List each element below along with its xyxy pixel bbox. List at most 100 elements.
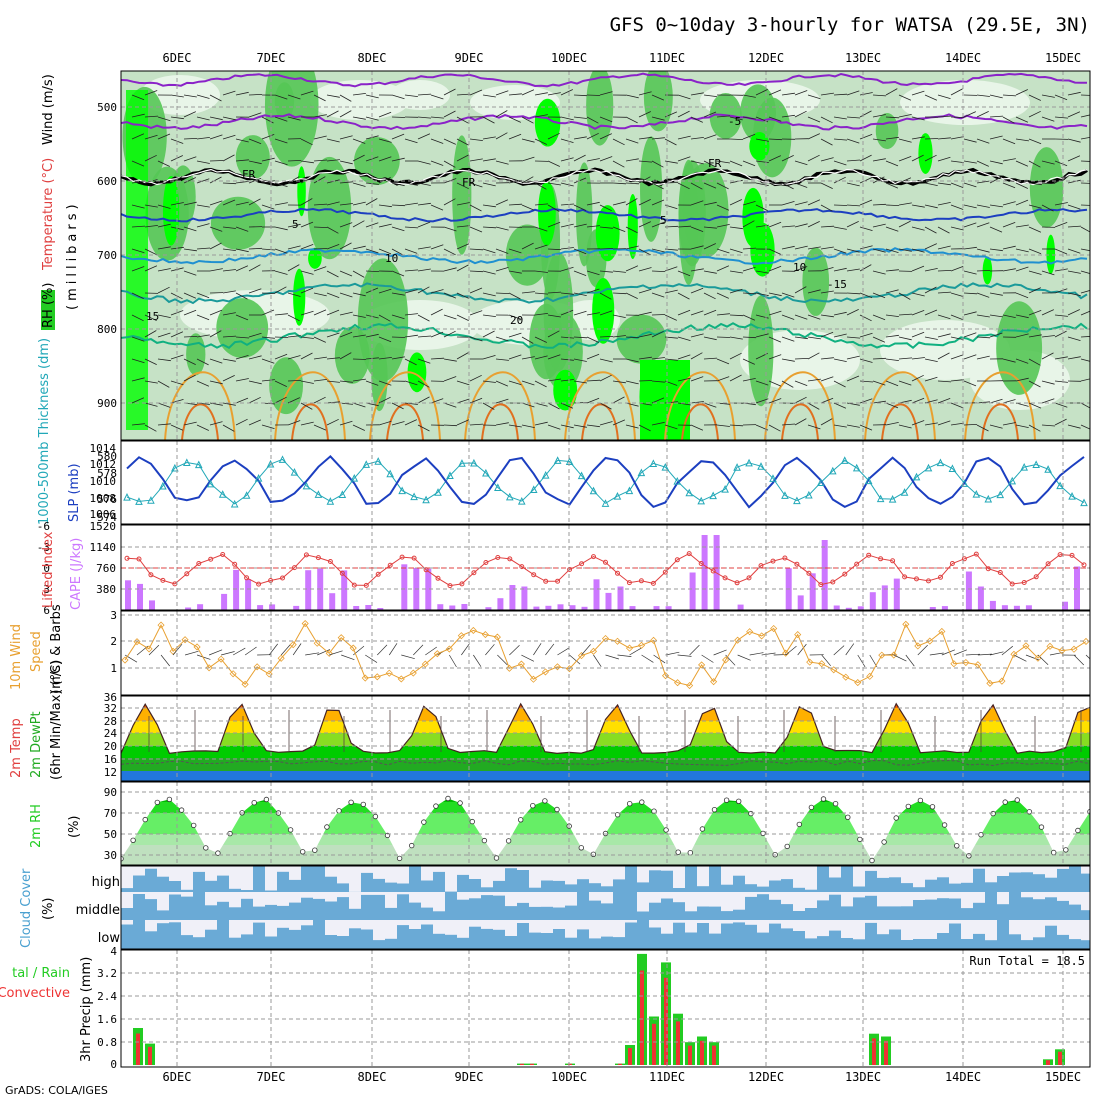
wind-barb bbox=[183, 226, 197, 232]
rh-point bbox=[1002, 799, 1008, 805]
wind-barb bbox=[755, 89, 768, 96]
cloud-clear-cell bbox=[901, 892, 913, 907]
li-point bbox=[794, 561, 800, 567]
wind-barb bbox=[859, 199, 873, 206]
wind-barb bbox=[209, 94, 222, 102]
wind-barb bbox=[651, 160, 664, 168]
wind-barb bbox=[196, 334, 210, 338]
tick-label: 50 bbox=[104, 828, 117, 841]
thickness-point bbox=[422, 495, 430, 504]
rh-moist-area bbox=[616, 314, 667, 364]
wind-barb bbox=[404, 313, 418, 316]
wind-barb bbox=[872, 176, 885, 184]
wind-barb bbox=[482, 330, 495, 338]
wind-barb bbox=[716, 358, 730, 365]
cloud-clear-cell bbox=[289, 866, 301, 880]
wind-barb bbox=[534, 203, 549, 206]
cloud-clear-cell bbox=[205, 866, 217, 881]
wind-barb bbox=[391, 204, 406, 207]
thickness-point bbox=[709, 491, 717, 500]
wind-barb bbox=[937, 420, 951, 426]
wind-barb bbox=[339, 203, 353, 206]
wind-barb bbox=[859, 134, 873, 140]
wind-barb bbox=[521, 336, 534, 344]
wind-speed-label-2: Speed bbox=[29, 631, 44, 672]
wind-barb bbox=[365, 116, 379, 121]
tick-label: 1140 bbox=[90, 541, 117, 554]
wind-barb bbox=[235, 314, 249, 321]
wind-barb bbox=[196, 223, 210, 228]
wind-barb bbox=[885, 402, 899, 409]
rh-moist-area bbox=[452, 135, 472, 255]
wind-barb bbox=[625, 182, 640, 185]
wind-speed-point bbox=[962, 658, 970, 667]
cloud-clear-cell bbox=[961, 920, 973, 939]
chart-title: GFS 0~10day 3-hourly for WATSA (29.5E, 3… bbox=[610, 14, 1090, 36]
li-point bbox=[615, 570, 620, 576]
wind-barb bbox=[1054, 402, 1068, 408]
thickness-point bbox=[123, 493, 131, 501]
cloud-clear-cell bbox=[1045, 920, 1057, 926]
wind-barb bbox=[1080, 402, 1090, 409]
cloud-clear-cell bbox=[733, 866, 745, 876]
li-point bbox=[782, 555, 788, 561]
wind-barb bbox=[859, 380, 874, 383]
wind-barb bbox=[807, 221, 820, 228]
wind-barb bbox=[378, 314, 391, 322]
wind-barb bbox=[300, 352, 313, 360]
wind-barb bbox=[1080, 94, 1090, 96]
wind-barb bbox=[885, 314, 899, 317]
wind-barb bbox=[209, 421, 223, 426]
wind-barb bbox=[1067, 111, 1081, 118]
cloud-clear-cell bbox=[757, 866, 769, 887]
tick-label: 3.2 bbox=[97, 967, 117, 980]
cloud-clear-cell bbox=[433, 866, 445, 872]
cape-bar bbox=[797, 595, 804, 610]
wind-barb bbox=[443, 248, 456, 256]
wind-barb bbox=[911, 265, 925, 272]
wind-speed-point bbox=[938, 627, 946, 636]
wind-barb bbox=[456, 182, 469, 190]
cloud-clear-cell bbox=[265, 920, 277, 937]
wind-barb bbox=[378, 204, 392, 208]
wind-barb bbox=[274, 396, 287, 404]
thickness-point bbox=[302, 481, 311, 490]
cloud-clear-cell bbox=[997, 892, 1009, 905]
wind-barb bbox=[716, 224, 730, 228]
wind-barb bbox=[781, 155, 794, 162]
wind-barb bbox=[677, 377, 691, 382]
cloud-clear-cell bbox=[169, 892, 181, 895]
cloud-clear-cell bbox=[913, 892, 925, 900]
wind-barb bbox=[846, 355, 860, 360]
cape-bar bbox=[149, 600, 155, 610]
wind-barb bbox=[495, 226, 509, 231]
thickness-point bbox=[673, 476, 682, 485]
wind-barb bbox=[703, 111, 717, 118]
wind-barb bbox=[339, 110, 352, 118]
wind-barb bbox=[1080, 336, 1090, 338]
wind-barb bbox=[573, 94, 588, 97]
wind-barb bbox=[742, 314, 756, 321]
li-point bbox=[746, 575, 752, 581]
wind-barb bbox=[625, 198, 638, 206]
tick-label: 1006 bbox=[90, 508, 117, 521]
wind-barb bbox=[872, 400, 886, 404]
cloud-clear-cell bbox=[889, 866, 901, 878]
cape-bar bbox=[833, 605, 840, 610]
wind-barb bbox=[911, 248, 925, 253]
cloud-clear-cell bbox=[793, 892, 805, 911]
wind-barb bbox=[846, 182, 860, 187]
tick-label: 20 bbox=[104, 740, 117, 753]
contour-label-10: 10 bbox=[385, 252, 398, 265]
cloud-clear-cell bbox=[601, 892, 613, 904]
upper-grid bbox=[121, 71, 1090, 440]
wind-barb bbox=[638, 199, 651, 206]
top-date-label: 10DEC bbox=[551, 51, 587, 65]
wind-barb-10m bbox=[545, 643, 555, 656]
cloud-clear-cell bbox=[601, 866, 613, 887]
cloud-clear-cell bbox=[337, 866, 349, 884]
wind-barb bbox=[313, 292, 327, 297]
wind-barb bbox=[1028, 94, 1041, 101]
wind-barb bbox=[560, 89, 573, 96]
